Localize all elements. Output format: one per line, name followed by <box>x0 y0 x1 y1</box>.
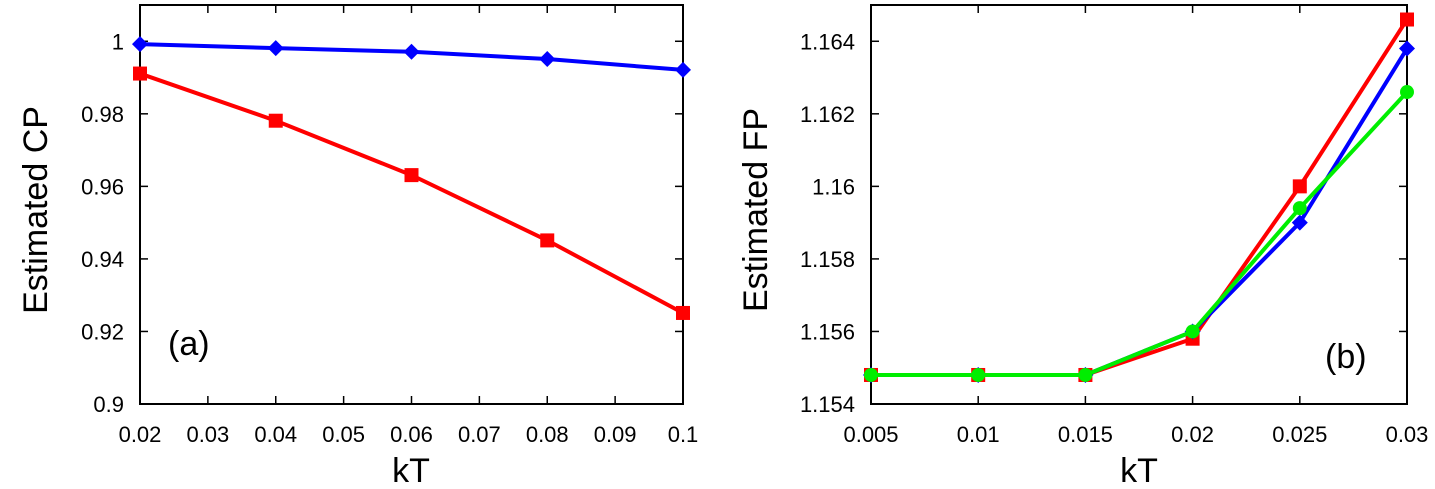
data-point-square <box>133 66 147 81</box>
x-tick-label: 0.1 <box>668 422 699 447</box>
data-point-diamond <box>1291 214 1308 231</box>
y-tick-label: 1.16 <box>812 174 855 199</box>
data-point-diamond <box>1399 40 1415 57</box>
y-tick-label: 1.154 <box>800 392 855 417</box>
x-tick-label: 0.02 <box>119 422 162 447</box>
series-line-diamond <box>871 47 1409 377</box>
x-tick-label: 0.04 <box>254 422 297 447</box>
chart-panel-b: 0.005 0.01 0.015 0.02 0.025 0.03 1.154 1.156 1.1… <box>737 4 1428 489</box>
x-tick-label: 0.06 <box>390 422 433 447</box>
chart-panel-a: 0.02 0.03 0.04 0.05 0.06 0.07 0.08 0.09 0.1 0.9 0.… <box>17 4 698 489</box>
x-tick-label: 0.01 <box>957 422 1000 447</box>
panel-label-a: (a) <box>168 325 210 363</box>
data-point-square <box>1400 12 1414 27</box>
series-a <box>132 36 691 320</box>
x-tick-label: 0.03 <box>186 422 229 447</box>
y-axis-title-a: Estimated CP <box>17 106 55 314</box>
x-tick-label: 0.025 <box>1272 422 1327 447</box>
data-point-diamond <box>675 61 691 78</box>
data-point-square <box>540 233 555 248</box>
data-point-circle <box>1078 367 1093 382</box>
panel-label-b: (b) <box>1325 338 1367 376</box>
x-tick-label: 0.05 <box>322 422 365 447</box>
y-tick-label: 0.98 <box>81 102 124 127</box>
x-tick-label: 0.08 <box>526 422 569 447</box>
x-axis-title-a: kT <box>392 452 430 489</box>
series-line-square <box>871 18 1409 377</box>
x-tick-label: 0.09 <box>594 422 637 447</box>
data-point-diamond <box>539 51 556 68</box>
data-point-circle <box>1400 85 1414 100</box>
series-line-circle <box>871 90 1409 377</box>
y-tick-label: 0.9 <box>93 392 124 417</box>
ticks-b: 0.005 0.01 0.015 0.02 0.025 0.03 1.154 1.156 1.1… <box>800 5 1428 447</box>
x-tick-label: 0.07 <box>458 422 501 447</box>
y-tick-label: 0.96 <box>81 174 124 199</box>
data-point-circle <box>1185 324 1200 339</box>
data-point-circle <box>971 367 986 382</box>
ticks-a: 0.02 0.03 0.04 0.05 0.06 0.07 0.08 0.09 0.1 0.9 0.… <box>81 5 698 447</box>
data-point-circle <box>1292 201 1307 216</box>
data-point-diamond <box>403 43 420 60</box>
data-point-square <box>268 113 283 128</box>
x-tick-label: 0.03 <box>1386 422 1429 447</box>
x-tick-label: 0.02 <box>1171 422 1214 447</box>
y-tick-label: 1.162 <box>800 102 855 127</box>
data-point-square <box>1292 179 1307 194</box>
data-point-circle <box>864 367 878 382</box>
y-tick-label: 0.92 <box>81 319 124 344</box>
y-tick-label: 1.156 <box>800 319 855 344</box>
data-point-diamond <box>132 36 148 53</box>
series-b <box>863 12 1415 383</box>
x-axis-title-b: kT <box>1120 452 1158 489</box>
y-tick-label: 1 <box>112 29 124 54</box>
x-tick-label: 0.015 <box>1058 422 1113 447</box>
data-point-square <box>676 305 690 320</box>
series-line-square <box>139 71 684 315</box>
data-point-diamond <box>267 40 284 57</box>
y-axis-title-b: Estimated FP <box>737 108 775 312</box>
data-point-square <box>404 168 419 183</box>
plot-frame-b <box>870 4 1408 405</box>
y-tick-label: 1.158 <box>800 247 855 272</box>
x-tick-label: 0.005 <box>843 422 898 447</box>
y-tick-label: 1.164 <box>800 29 855 54</box>
y-tick-label: 0.94 <box>81 247 124 272</box>
